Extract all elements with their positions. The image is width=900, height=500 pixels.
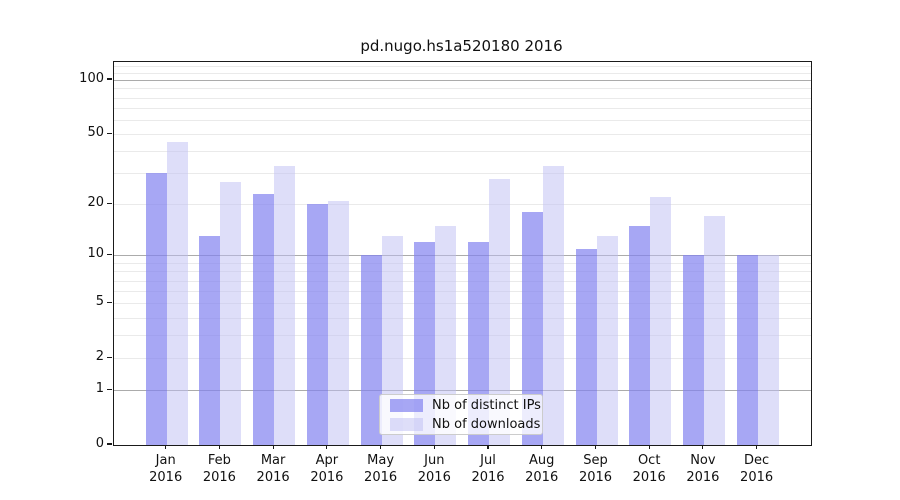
bar-distinct-ips-dec (736, 255, 758, 445)
major-gridline-1 (114, 390, 811, 392)
bar-distinct-ips-apr (306, 204, 328, 445)
y-tick-10 (107, 253, 112, 255)
bar-downloads-jun (435, 225, 457, 445)
x-tick-label-jan: Jan 2016 (149, 453, 183, 485)
x-tick-feb (218, 445, 220, 450)
bar-downloads-may (381, 236, 403, 445)
minor-gridline-9 (114, 262, 811, 264)
minor-gridline-30 (114, 173, 811, 175)
legend-label-downloads: Nb of downloads (432, 416, 541, 432)
bar-distinct-ips-aug (521, 212, 543, 445)
minor-gridline-8 (114, 271, 811, 273)
y-tick-label-10: 10 (87, 246, 104, 262)
minor-gridline-120 (114, 65, 811, 67)
x-tick-label-mar: Mar 2016 (256, 453, 290, 485)
x-tick-label-jun: Jun 2016 (417, 453, 451, 485)
x-tick-may (380, 445, 382, 450)
y-tick-5 (107, 301, 112, 303)
x-tick-label-aug: Aug 2016 (525, 453, 559, 485)
x-tick-label-sep: Sep 2016 (578, 453, 613, 485)
x-tick-label-jul: Jul 2016 (471, 453, 505, 485)
minor-gridline-40 (114, 151, 811, 153)
x-tick-jan (165, 445, 167, 450)
x-tick-apr (326, 445, 328, 450)
legend-item-distinct-ips: Nb of distinct IPs (386, 398, 541, 413)
minor-gridline-6 (114, 291, 811, 293)
x-tick-nov (702, 445, 704, 450)
legend-label-distinct-ips: Nb of distinct IPs (432, 397, 541, 413)
bar-distinct-ips-oct (629, 225, 651, 445)
legend: Nb of distinct IPs Nb of downloads (379, 394, 543, 435)
bar-distinct-ips-nov (682, 255, 704, 445)
y-tick-2 (107, 356, 112, 358)
y-tick-label-100: 100 (79, 71, 104, 86)
minor-gridline-110 (114, 72, 811, 74)
major-gridline-10 (114, 255, 811, 257)
x-tick-jun (433, 445, 435, 450)
bar-downloads-jan (166, 142, 188, 445)
minor-gridline-7 (114, 280, 811, 282)
y-tick-50 (107, 132, 112, 134)
minor-gridline-2 (114, 358, 811, 360)
minor-gridline-60 (114, 119, 811, 121)
bar-downloads-apr (327, 200, 349, 445)
bar-distinct-ips-feb (199, 236, 221, 445)
y-tick-label-1: 1 (95, 381, 104, 397)
minor-gridline-50 (114, 134, 811, 136)
y-tick-100 (107, 78, 112, 80)
legend-swatch-downloads (390, 417, 423, 431)
legend-item-downloads: Nb of downloads (386, 417, 540, 432)
x-tick-mar (272, 445, 274, 450)
bar-downloads-jul (489, 178, 510, 445)
bar-distinct-ips-jan (145, 173, 167, 445)
bar-downloads-feb (220, 181, 242, 445)
x-tick-label-may: May 2016 (364, 453, 398, 485)
x-tick-aug (541, 445, 543, 450)
x-tick-label-feb: Feb 2016 (202, 453, 236, 485)
bar-distinct-ips-may (360, 255, 382, 445)
bar-distinct-ips-sep (575, 248, 597, 445)
x-tick-oct (648, 445, 650, 450)
y-tick-1 (107, 388, 112, 390)
x-tick-jul (487, 445, 489, 450)
x-tick-label-apr: Apr 2016 (310, 453, 344, 485)
bar-downloads-aug (542, 166, 564, 445)
y-tick-0 (107, 443, 112, 445)
x-tick-label-dec: Dec 2016 (740, 453, 774, 485)
minor-gridline-70 (114, 107, 811, 109)
y-tick-label-2: 2 (95, 349, 104, 365)
y-tick-20 (107, 202, 112, 204)
minor-gridline-3 (114, 335, 811, 337)
minor-gridline-5 (114, 303, 811, 305)
x-tick-dec (756, 445, 758, 450)
legend-swatch-distinct-ips (390, 398, 423, 412)
bar-downloads-nov (703, 216, 725, 445)
bar-downloads-sep (596, 236, 618, 445)
bar-downloads-mar (274, 166, 296, 445)
major-gridline-100 (114, 80, 811, 81)
x-tick-label-nov: Nov 2016 (686, 453, 720, 485)
minor-gridline-90 (114, 88, 811, 90)
y-tick-label-0: 0 (95, 436, 104, 451)
minor-gridline-4 (114, 317, 811, 319)
bar-downloads-oct (650, 197, 672, 445)
bar-distinct-ips-mar (253, 193, 275, 445)
bar-downloads-dec (757, 255, 779, 445)
plot-area (113, 61, 812, 446)
y-tick-label-20: 20 (87, 195, 104, 211)
y-tick-label-5: 5 (95, 294, 104, 310)
chart-title: pd.nugo.hs1a520180 2016 (360, 37, 563, 55)
x-tick-sep (594, 445, 597, 450)
x-tick-label-oct: Oct 2016 (632, 453, 666, 485)
y-tick-label-50: 50 (87, 125, 104, 141)
minor-gridline-20 (114, 204, 811, 206)
minor-gridline-80 (114, 97, 811, 99)
